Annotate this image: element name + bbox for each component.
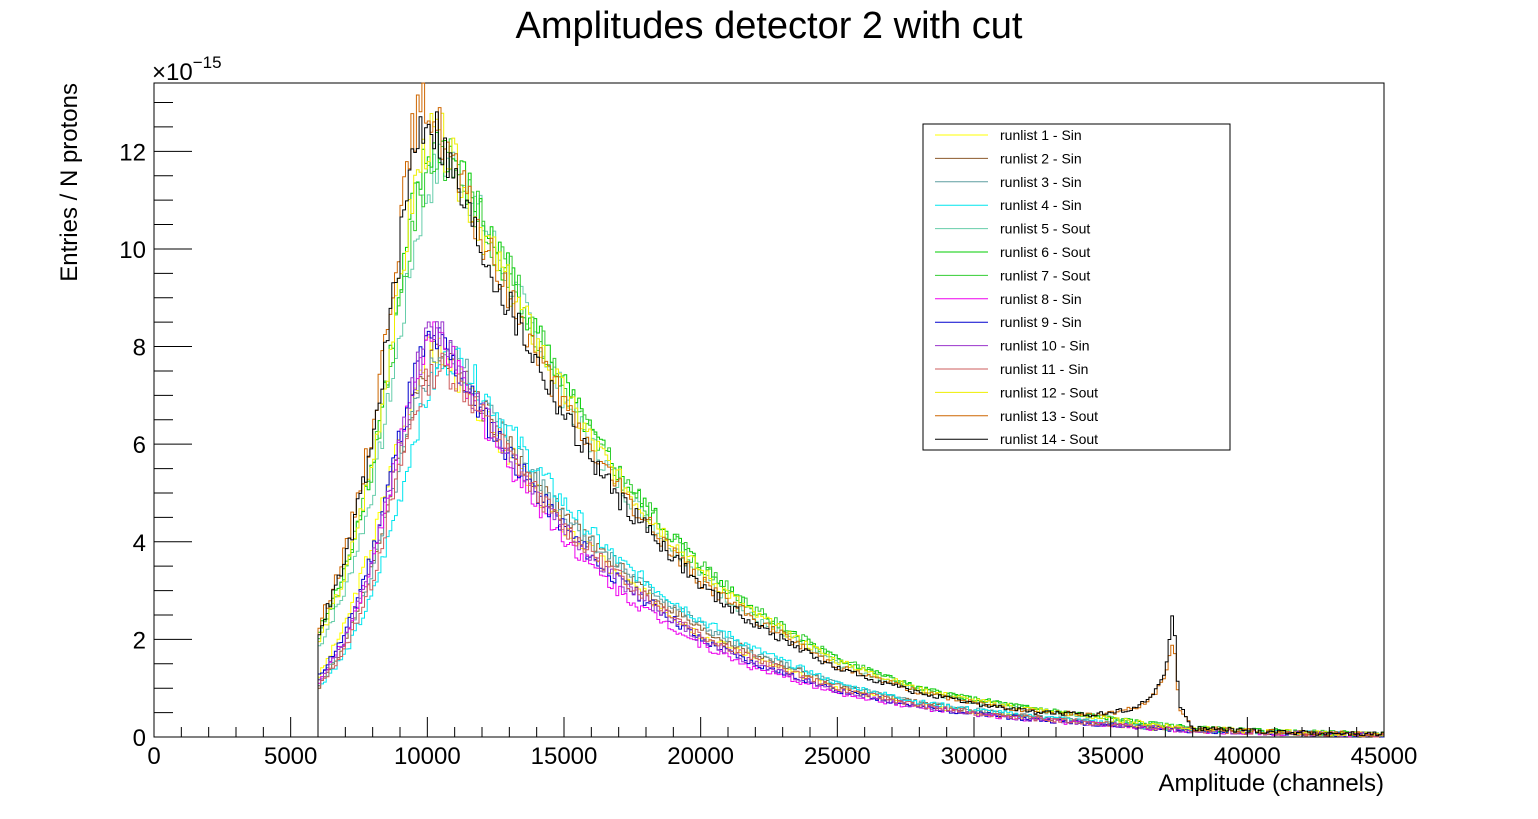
y-axis-multiplier: ×10 (152, 59, 193, 86)
x-tick-label: 5000 (264, 743, 317, 770)
plot-frame (153, 82, 1385, 738)
legend-entry: runlist 8 - Sin (1000, 291, 1082, 307)
legend: runlist 1 - Sin runlist 2 - Sin runlist 3 … (922, 123, 1231, 451)
legend-entry: runlist 3 - Sin (1000, 174, 1082, 190)
svg-text:×10−15: ×10−15 (152, 53, 222, 86)
x-tick-label: 45000 (1351, 743, 1418, 770)
y-tick-label: 12 (119, 139, 146, 166)
x-tick-label: 20000 (667, 743, 734, 770)
legend-entry: runlist 6 - Sout (1000, 244, 1090, 260)
y-tick-label: 0 (133, 725, 146, 752)
x-tick-label: 25000 (804, 743, 871, 770)
x-axis-label: Amplitude (channels) (1159, 770, 1384, 797)
x-tick-label: 10000 (394, 743, 461, 770)
x-tick-label: 15000 (531, 743, 598, 770)
x-tick-label: 30000 (941, 743, 1008, 770)
legend-entry: runlist 13 - Sout (1000, 408, 1098, 424)
y-axis: 0 2 4 6 8 10 12 (119, 102, 192, 752)
y-tick-label: 2 (133, 627, 146, 654)
y-tick-label: 4 (133, 530, 146, 557)
y-tick-label: 8 (133, 335, 146, 362)
x-tick-label: 0 (147, 743, 160, 770)
series-line-14 (154, 111, 1384, 738)
legend-box (922, 123, 1231, 451)
y-tick-label: 10 (119, 237, 146, 264)
legend-entry: runlist 10 - Sin (1000, 338, 1089, 354)
legend-entry: runlist 5 - Sout (1000, 221, 1090, 237)
legend-entry: runlist 7 - Sout (1000, 267, 1090, 283)
legend-entry: runlist 11 - Sin (1000, 361, 1088, 377)
series-layer (154, 82, 1384, 738)
y-axis-exponent-value: −15 (193, 53, 222, 72)
chart-title: Amplitudes detector 2 with cut (516, 5, 1023, 47)
legend-entry: runlist 12 - Sout (1000, 384, 1098, 400)
y-tick-label: 6 (133, 432, 146, 459)
x-tick-label: 40000 (1214, 743, 1281, 770)
series-line-11 (154, 352, 1384, 738)
legend-entry: runlist 4 - Sin (1000, 197, 1082, 213)
legend-entry: runlist 1 - Sin (1000, 127, 1082, 143)
y-axis-exponent: ×10−15 (152, 53, 222, 86)
legend-entry: runlist 9 - Sin (1000, 314, 1082, 330)
y-axis-label: Entries / N protons (56, 83, 83, 282)
legend-entry: runlist 2 - Sin (1000, 150, 1082, 166)
legend-entry: runlist 14 - Sout (1000, 431, 1098, 447)
x-tick-label: 35000 (1077, 743, 1144, 770)
x-axis: 0 5000 10000 15000 20000 25000 30000 35000 40000… (147, 717, 1417, 770)
